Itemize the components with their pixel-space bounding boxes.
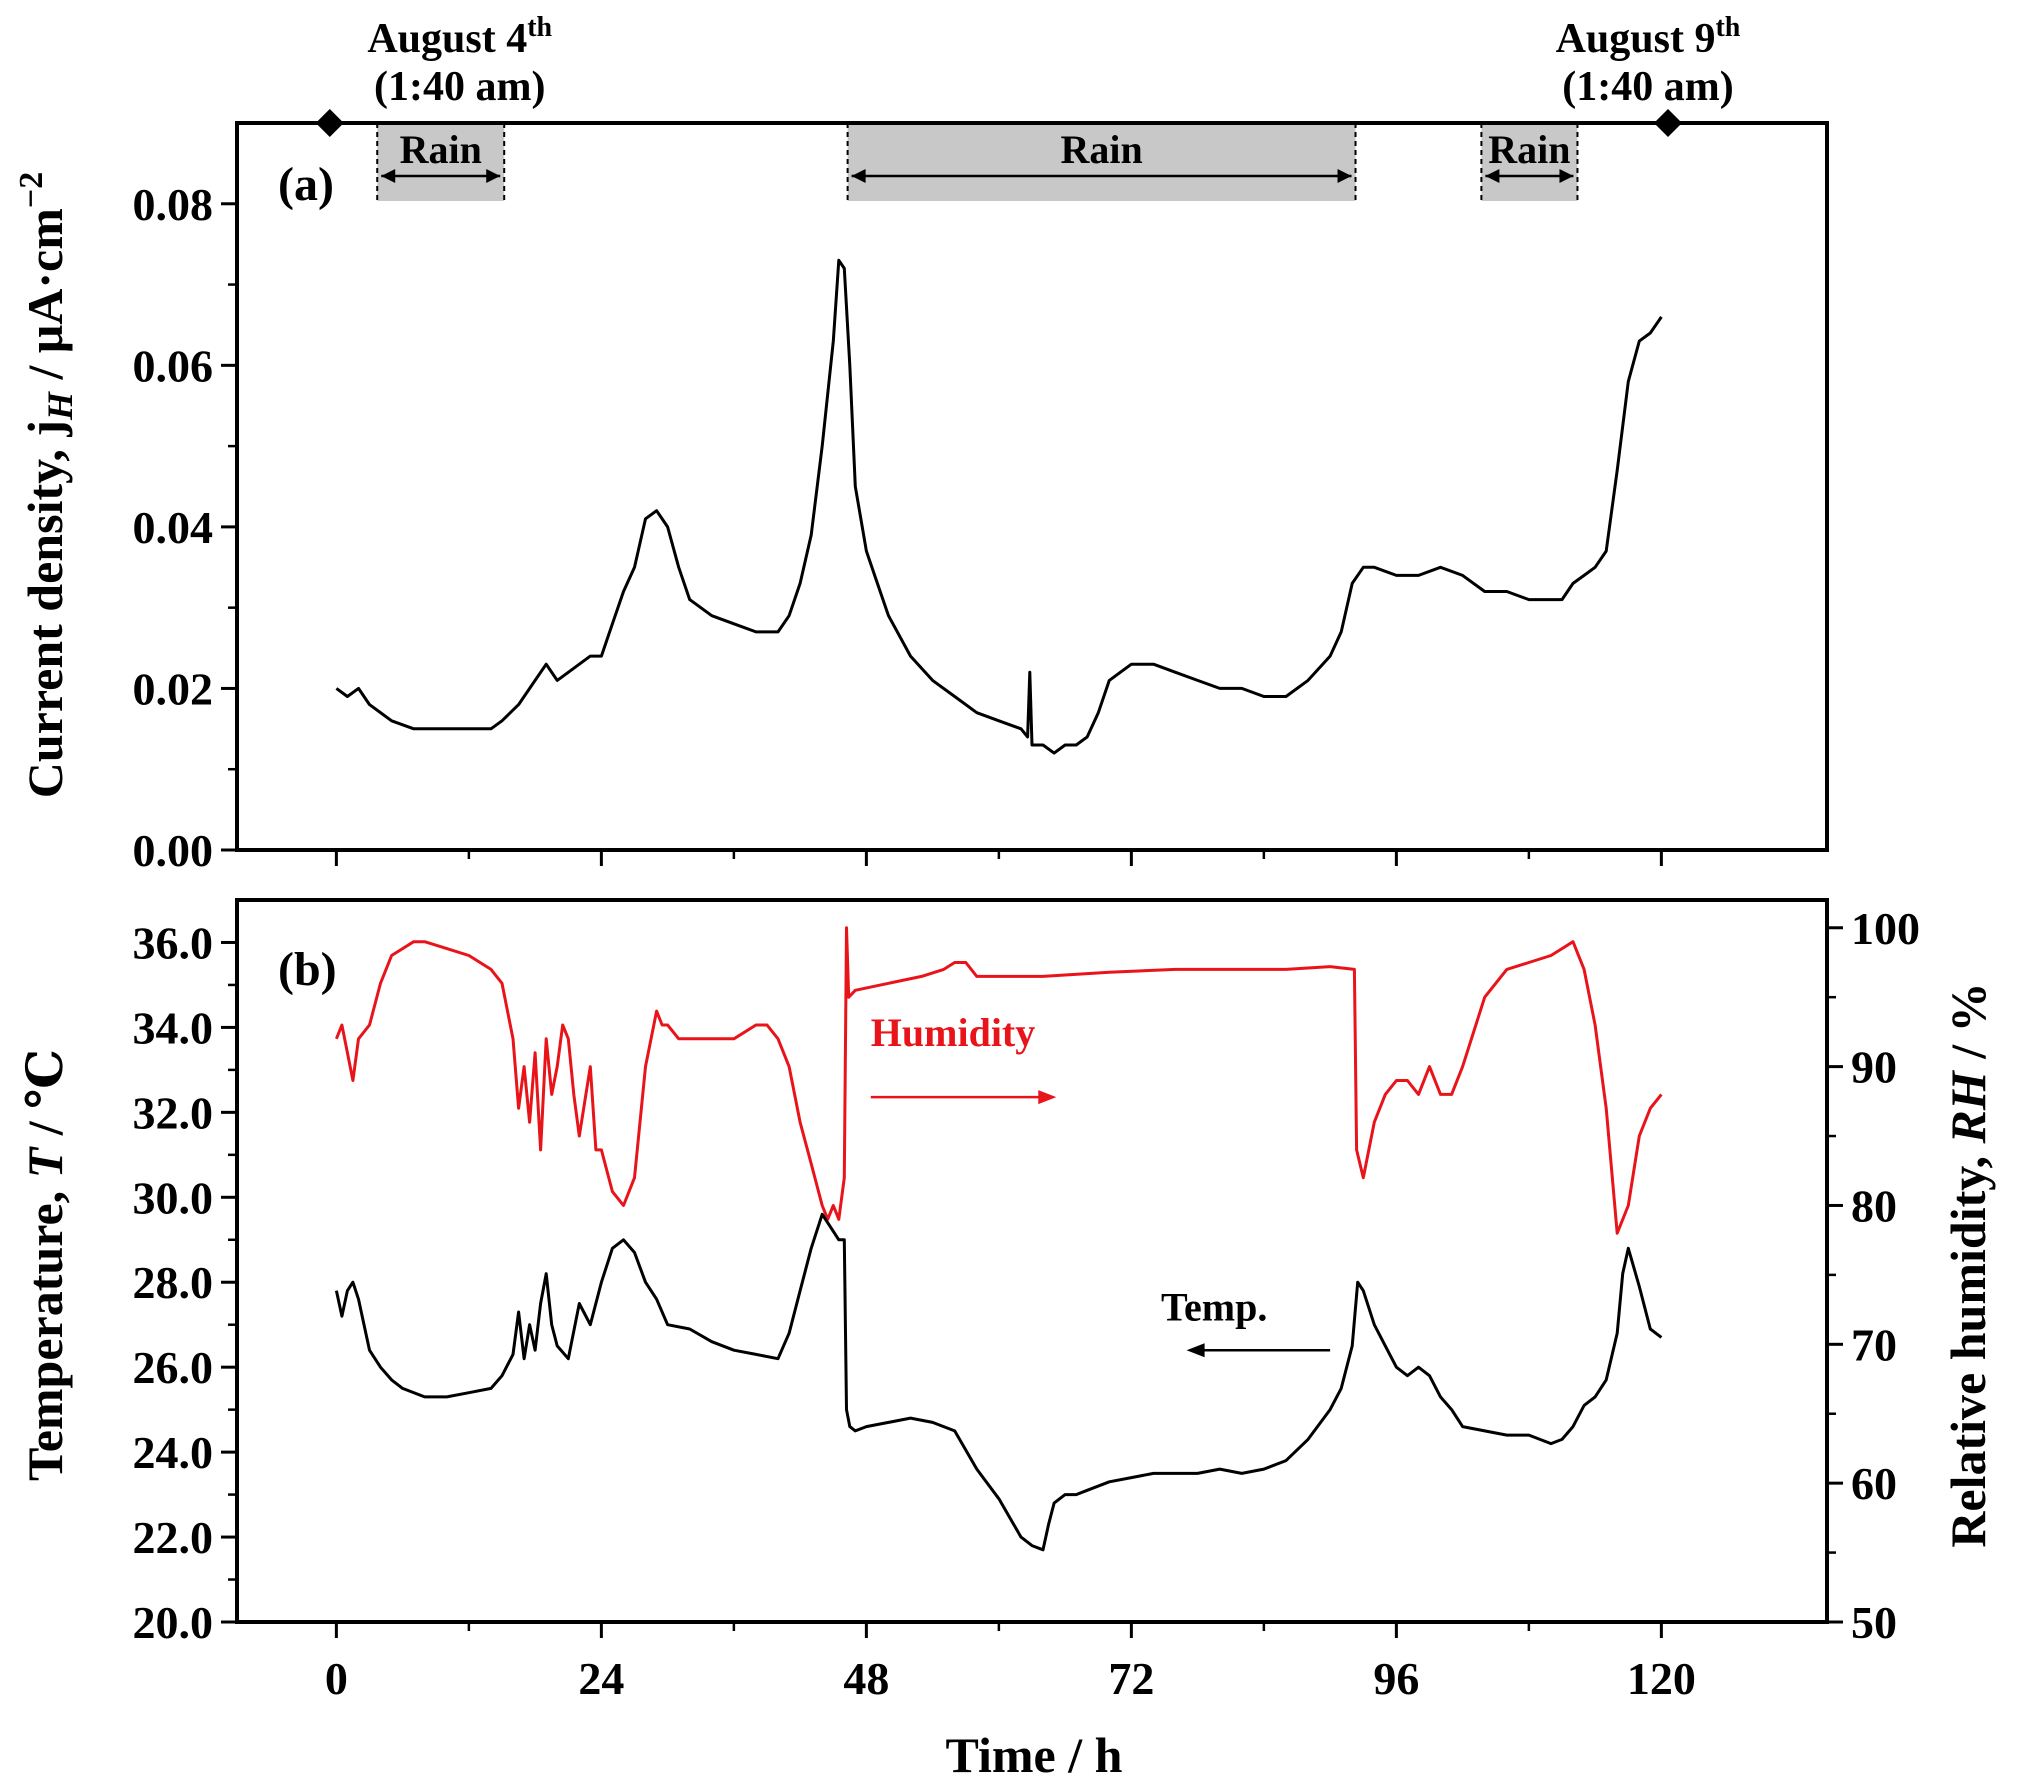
right-y-tick-label: 70 — [1851, 1319, 1897, 1370]
humidity-annotation: Humidity — [871, 1010, 1035, 1055]
panel-a-x-ticks — [334, 850, 1663, 866]
humidity-arrowhead — [1038, 1090, 1057, 1105]
date-time-label: (1:40 am) — [374, 64, 545, 110]
right-y-tick-label: 90 — [1851, 1042, 1897, 1093]
humidity-line — [335, 926, 1663, 1235]
y-tick-label: 0.04 — [133, 502, 214, 553]
panel-a-tag: (a) — [278, 158, 334, 211]
y-tick-label: 0.02 — [133, 663, 214, 714]
x-tick-label: 120 — [1627, 1653, 1696, 1704]
rain-arrowhead — [1485, 169, 1500, 183]
date-marker — [315, 109, 344, 137]
x-tick-label: 24 — [578, 1653, 624, 1704]
x-tick-label: 96 — [1373, 1653, 1419, 1704]
temperature-annotation: Temp. — [1161, 1284, 1267, 1329]
x-tick-label: 72 — [1108, 1653, 1154, 1704]
panel-b-left-y-axis-title: Temperature, T / ℃ — [17, 1049, 73, 1481]
panel-b: 20.0 22.0 24.0 26.0 28.0 30.0 32.0 34.0 36.0 50 6… — [17, 898, 1996, 1783]
panel-b-right-y-axis-title: Relative humidity, RH / % — [1940, 982, 1996, 1547]
left-y-tick-label: 20.0 — [133, 1597, 214, 1648]
left-y-tick-label: 36.0 — [133, 917, 214, 968]
left-y-tick-label: 24.0 — [133, 1427, 214, 1478]
y-tick-label: 0.00 — [133, 825, 214, 876]
rain-box — [377, 123, 505, 201]
rain-periods: Rain Rain Rain — [376, 123, 1579, 201]
panel-b-tag: (b) — [278, 943, 337, 996]
panel-b-right-y-ticks: 50 60 70 80 90 100 — [1827, 903, 1920, 1648]
panel-a-y-axis-title: Current density, jH / μA·cm−2 — [13, 172, 80, 799]
current-density-line — [335, 258, 1663, 755]
panel-a-frame — [235, 121, 1829, 852]
temperature-arrowhead — [1186, 1343, 1205, 1358]
rain-arrowhead — [1559, 169, 1574, 183]
date-time-label: (1:40 am) — [1562, 64, 1733, 110]
left-y-tick-label: 28.0 — [133, 1257, 214, 1308]
series-annotations: Humidity Temp. — [870, 1010, 1331, 1358]
left-y-tick-label: 22.0 — [133, 1512, 214, 1563]
right-y-tick-label: 80 — [1851, 1180, 1897, 1231]
date-label: August 4th — [367, 12, 552, 62]
right-y-tick-label: 50 — [1851, 1597, 1897, 1648]
panel-a: Rain Rain Rain 0.00 0.02 0.04 0.06 0.08 August… — [13, 12, 1829, 876]
rain-arrowhead — [381, 169, 396, 183]
left-y-tick-label: 30.0 — [133, 1172, 214, 1223]
date-label: August 9th — [1556, 12, 1741, 62]
right-y-tick-label: 60 — [1851, 1458, 1897, 1509]
rain-label: Rain — [1488, 127, 1570, 172]
y-tick-label: 0.06 — [133, 340, 214, 391]
panel-b-x-ticks: 0 24 48 72 96 120 — [325, 1622, 1696, 1704]
rain-label: Rain — [1060, 127, 1142, 172]
rain-arrowhead — [851, 169, 866, 183]
rain-arrowhead — [1337, 169, 1352, 183]
right-y-tick-label: 100 — [1851, 903, 1920, 954]
y-tick-label: 0.08 — [133, 179, 214, 230]
rain-box — [1481, 123, 1578, 201]
temperature-line — [334, 1212, 1663, 1552]
rain-arrowhead — [486, 169, 501, 183]
date-markers: August 4th(1:40 am)August 9th(1:40 am) — [315, 12, 1741, 137]
x-axis-title: Time / h — [946, 1727, 1123, 1783]
x-tick-label: 0 — [325, 1653, 348, 1704]
x-tick-label: 48 — [843, 1653, 889, 1704]
panel-a-y-ticks: 0.00 0.02 0.04 0.06 0.08 — [133, 179, 237, 876]
panel-b-left-y-ticks: 20.0 22.0 24.0 26.0 28.0 30.0 32.0 34.0 36.0 — [133, 917, 237, 1648]
date-marker — [1654, 109, 1682, 137]
rain-label: Rain — [400, 127, 482, 172]
left-y-tick-label: 26.0 — [133, 1342, 214, 1393]
left-y-tick-label: 32.0 — [133, 1087, 214, 1138]
panel-b-frame — [235, 898, 1829, 1624]
left-y-tick-label: 34.0 — [133, 1002, 214, 1053]
rain-box — [847, 123, 1356, 201]
